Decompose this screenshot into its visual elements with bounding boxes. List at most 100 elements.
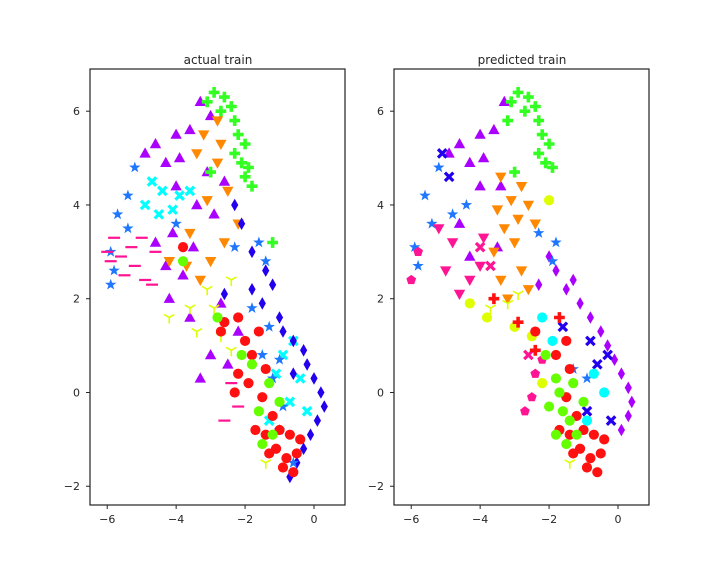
data-point-star [426,217,438,229]
data-point-plus [502,115,514,126]
data-point-triangle-down [194,275,206,286]
data-point-diamond [248,283,256,296]
data-point-x [146,176,158,187]
data-point-plus [543,138,555,150]
data-point-diamond [310,372,318,385]
data-point-diamond [552,264,560,277]
data-point-triangle-up [464,250,476,261]
data-point-triangle-down [215,139,227,150]
x-tick-label: −6 [99,513,115,526]
data-point-circle [564,415,575,426]
data-point-diamond [279,325,287,338]
data-point-star [533,227,545,238]
data-point-star [546,255,559,267]
data-point-x [174,190,185,201]
data-point-triangle-down [491,205,504,216]
data-point-circle [253,406,264,417]
data-point-triangle-up [495,180,507,191]
data-point-x [153,209,165,220]
data-point-triangle-up [204,349,217,360]
data-point-star [460,199,473,210]
x-tick-label: −4 [472,513,488,526]
x-tick-label: −2 [541,513,557,526]
data-point-star [581,372,593,384]
data-point-x [284,396,296,408]
data-point-tri-down [512,290,524,301]
data-point-triangle-down [495,275,507,286]
data-point-circle [578,396,589,407]
data-point-diamond [597,325,605,338]
data-point-diamond [317,386,325,399]
data-point-circle [530,326,541,337]
data-point-tri-down [191,327,203,338]
x-tick-label: −6 [403,513,419,526]
data-point-tri-down [484,304,497,315]
data-point-x [139,199,151,211]
data-point-triangle-up [167,227,179,238]
data-point-x [294,373,306,384]
data-point-triangle-down [502,294,514,305]
data-point-plus [529,344,541,356]
data-point-dash [218,419,231,422]
data-point-circle [177,242,189,253]
data-point-triangle-down [495,172,507,183]
y-tick-label: 2 [73,293,80,306]
data-point-triangle-up [464,156,476,167]
data-point-circle [267,429,278,440]
data-point-diamond [617,423,625,437]
data-point-circle [215,326,227,337]
data-point-dash [118,274,131,277]
data-point-plus [554,312,565,323]
data-point-tri-down [564,459,576,469]
data-point-circle [264,378,275,389]
data-point-pentagon [530,368,541,378]
data-point-tri-down [502,299,514,310]
data-point-plus [232,129,244,140]
data-point-plus [205,166,216,178]
data-point-circle [550,373,562,384]
data-point-circle [284,429,295,440]
data-point-dash [232,405,245,408]
data-point-plus [533,148,545,159]
y-tick-label: −2 [64,480,80,493]
y-tick-label: 0 [377,386,384,399]
data-point-plus [533,115,545,126]
data-point-triangle-down [529,219,541,230]
data-point-star [273,353,286,365]
data-point-triangle-up [474,180,486,191]
data-point-circle [281,453,292,464]
data-point-plus [523,91,534,103]
data-point-star [256,349,268,360]
data-point-star [122,222,134,234]
data-point-triangle-down [477,233,490,244]
data-point-circle [588,368,599,379]
data-point-triangle-up [222,358,234,369]
data-point-circle [212,312,223,323]
data-point-circle [177,256,189,267]
data-point-triangle-up [194,372,206,383]
data-point-circle [537,312,548,323]
data-point-circle [568,378,579,389]
data-point-circle [599,387,610,398]
data-point-circle [250,424,261,436]
data-point-diamond [586,311,594,324]
data-point-star [105,278,117,290]
data-point-pentagon [406,274,417,285]
data-point-dash [125,246,138,249]
data-point-triangle-down [222,186,234,197]
data-point-plus [246,180,258,192]
data-point-circle [233,368,244,379]
data-point-plus [505,96,517,108]
data-point-star [263,320,275,332]
data-point-triangle-up [173,152,186,163]
data-point-tri-down [208,304,220,315]
panel-actual-train: actual train −6 −4 −2 0 −2 0 2 4 6 [64,53,346,526]
data-point-triangle-down [488,247,500,258]
data-point-tri-down [260,459,272,469]
data-point-pentagon [413,246,423,256]
data-point-circle [464,298,475,309]
data-point-circle [550,349,562,361]
data-point-triangle-up [160,259,172,271]
data-point-plus [239,138,251,150]
